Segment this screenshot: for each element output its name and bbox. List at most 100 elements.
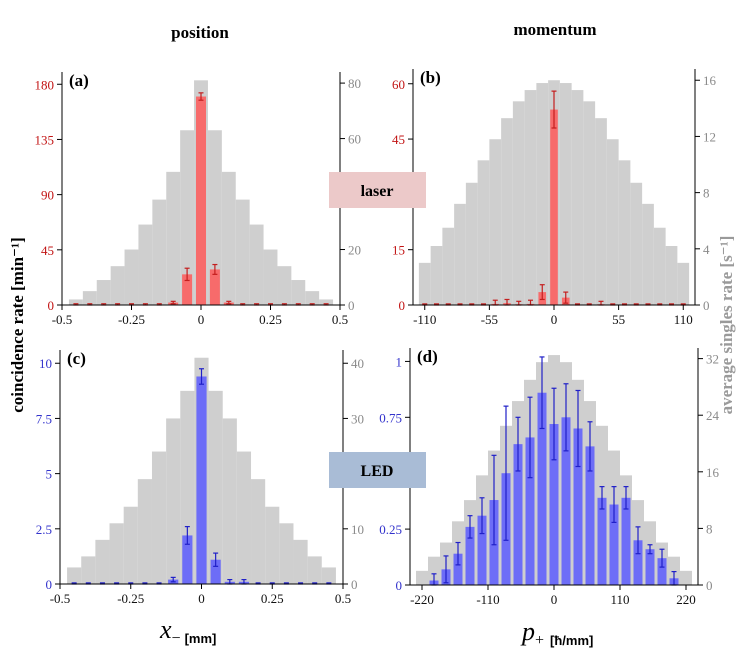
x-tick-label: 110 (674, 312, 693, 327)
singles-bar (665, 246, 678, 305)
singles-bar (606, 139, 619, 305)
singles-bar (95, 539, 110, 584)
x-tick-label: 0 (551, 312, 558, 327)
error-bar (491, 454, 497, 546)
y-tick-label-left: 0 (46, 577, 53, 592)
y-tick-label-right: 0 (706, 578, 713, 593)
error-bar (443, 555, 449, 584)
singles-bar (123, 506, 138, 584)
coincidence-bar (633, 540, 643, 585)
singles-bar (559, 83, 572, 305)
singles-bar (109, 523, 124, 584)
panel-b: -110 -55 0 55 110 0 15 45 60 0 4 8 12 16 (b) (392, 68, 717, 327)
error-bar (647, 544, 653, 555)
y-axis-title-left: coincidence rate [min⁻¹] (8, 237, 27, 413)
singles-bar (465, 182, 478, 305)
error-bar (184, 267, 190, 282)
y-tick-label-left: 2.5 (36, 522, 52, 537)
coincidence-bar (597, 497, 607, 585)
singles-bar (430, 246, 443, 305)
y-tick-label-left: 135 (35, 132, 55, 147)
y-tick-label-left: 0 (396, 578, 403, 593)
coincidence-bar (525, 437, 535, 585)
y-tick-label-right: 0 (351, 577, 358, 592)
x-axis-title-momentum: p+ [ħ/mm] (520, 617, 593, 649)
error-bar (199, 368, 204, 385)
error-bar (226, 300, 232, 305)
singles-bar (291, 280, 306, 305)
singles-bar (207, 130, 222, 305)
singles-bar (110, 266, 125, 305)
y-tick-label-left: 90 (41, 188, 54, 203)
x-tick-label: -0.5 (50, 591, 71, 606)
error-bar (170, 576, 176, 583)
y-tick-label-right: 12 (703, 129, 716, 144)
singles-bar (279, 523, 294, 584)
y-tick-label-right: 30 (351, 411, 364, 426)
singles-bar (96, 280, 111, 305)
error-bar (563, 291, 569, 304)
error-bar (198, 92, 204, 101)
y-tick-label-left: 45 (392, 132, 405, 147)
singles-bar (418, 262, 431, 305)
y-tick-label-right: 10 (351, 522, 364, 537)
x-tick-label: -0.5 (52, 312, 73, 327)
x-axis-symbol-p: p (520, 617, 535, 646)
singles-bar (265, 506, 280, 584)
y-tick-label-left: 10 (39, 356, 52, 371)
y-tick-label-left: 0 (48, 298, 55, 313)
singles-bar (512, 101, 525, 305)
x-tick-label: 0.5 (332, 312, 348, 327)
y-tick-label-left: 0.25 (379, 522, 402, 537)
singles-bar (571, 90, 584, 305)
singles-bar (138, 224, 153, 305)
coincidence-bar (465, 526, 475, 585)
panel-label: (c) (67, 349, 86, 368)
error-bar (575, 389, 581, 468)
coincidence-bar (513, 444, 523, 585)
y-tick-label-right: 40 (351, 356, 364, 371)
x-axis-unit-hbar-per-mm: [ħ/mm] (550, 633, 593, 648)
y-tick-label-right: 16 (706, 465, 720, 480)
coincidence-bar (621, 497, 631, 585)
singles-bar (82, 291, 97, 305)
y-tick-label-right: 32 (706, 352, 719, 367)
y-tick-label-left: 5 (46, 467, 53, 482)
error-bar (551, 387, 557, 461)
error-bar (170, 300, 176, 305)
y-tick-label-right: 60 (348, 132, 361, 147)
singles-bar (428, 556, 440, 585)
y-tick-label-right: 0 (703, 298, 710, 313)
singles-bar (618, 160, 631, 305)
singles-bar (277, 266, 292, 305)
singles-bar (251, 479, 266, 584)
error-bar (527, 396, 533, 479)
coincidence-bar (182, 274, 193, 305)
coincidence-bar (195, 96, 207, 306)
coincidence-bar (573, 428, 583, 585)
singles-bar (595, 118, 607, 306)
column-title-position: position (171, 23, 229, 42)
error-bar (212, 263, 218, 275)
laser-badge-box (329, 172, 426, 208)
singles-bar (166, 418, 181, 584)
singles-bar (221, 171, 236, 305)
x-tick-label: 0.5 (335, 591, 351, 606)
coincidence-bar (453, 553, 463, 585)
singles-bar (307, 556, 322, 584)
singles-bar (442, 227, 455, 305)
x-tick-label: 55 (612, 312, 625, 327)
singles-bar (263, 249, 278, 305)
error-bar (539, 284, 545, 301)
laser-badge: laser (329, 172, 426, 208)
error-bar (213, 552, 219, 567)
y-tick-label-right: 16 (703, 73, 717, 88)
y-tick-label-right: 0 (348, 298, 355, 313)
singles-bar (293, 539, 308, 584)
singles-bar (152, 199, 167, 305)
y-tick-label-left: 60 (392, 77, 405, 92)
singles-bar (583, 101, 596, 305)
coincidence-bar (561, 417, 571, 585)
x-tick-label: 110 (610, 592, 629, 607)
